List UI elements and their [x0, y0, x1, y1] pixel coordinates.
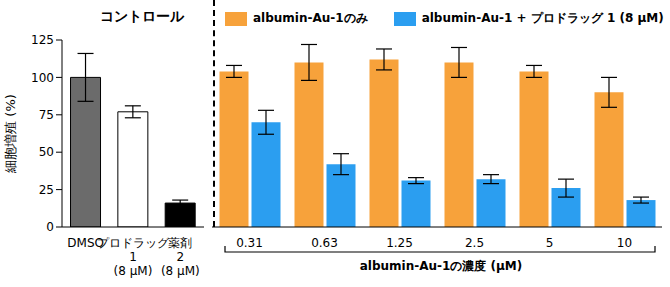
svg-text:DMSO: DMSO	[67, 236, 104, 250]
svg-text:75: 75	[39, 108, 54, 122]
svg-text:125: 125	[31, 33, 54, 47]
svg-text:0: 0	[46, 220, 54, 234]
html-text:albumin-Au-1の濃度 (μM): albumin-Au-1の濃度 (μM)	[359, 259, 523, 273]
svg-text:25: 25	[39, 183, 54, 197]
svg-text:0.31: 0.31	[236, 236, 263, 250]
svg-text:薬剤2(8 μM): 薬剤2(8 μM)	[161, 236, 200, 278]
svg-text:0.63: 0.63	[311, 236, 338, 250]
svg-text:2.5: 2.5	[465, 236, 484, 250]
html-text:albumin-Au-1のみ: albumin-Au-1のみ	[253, 11, 368, 25]
svg-text:100: 100	[31, 71, 54, 85]
svg-text:プロドラッグ1(8 μM): プロドラッグ1(8 μM)	[97, 236, 170, 278]
svg-text:50: 50	[39, 145, 54, 159]
svg-text:10: 10	[617, 236, 632, 250]
html-text:コントロール: コントロール	[100, 8, 184, 24]
svg-text:1.25: 1.25	[386, 236, 413, 250]
svg-text:細胞増殖 (%): 細胞増殖 (%)	[3, 94, 18, 174]
html-text:albumin-Au-1 + プロドラッグ 1 (8 μM): albumin-Au-1 + プロドラッグ 1 (8 μM)	[421, 11, 664, 25]
svg-text:5: 5	[546, 236, 554, 250]
